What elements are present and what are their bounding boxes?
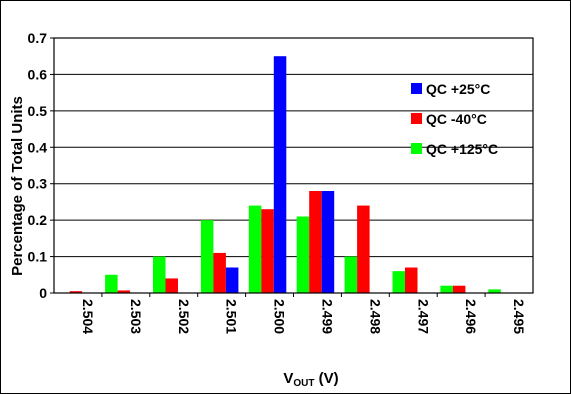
y-axis-title: Percentage of Total Units [9,96,26,276]
legend: QC +25°C QC -40°C QC +125°C [411,81,498,157]
x-tick-label: 2.501 [224,299,240,334]
x-axis-title: VOUT (V) [283,370,338,389]
bar [225,267,239,293]
bar [261,209,274,293]
bars [69,56,501,293]
bar [296,216,310,293]
x-tick-label: 2.497 [415,299,431,334]
y-tick-label: 0.5 [28,103,48,119]
bar [357,205,370,293]
bar [309,191,322,293]
bar [200,220,214,293]
y-axis-ticks: 0 0.1 0.2 0.3 0.4 0.5 0.6 0.7 [28,30,54,301]
bar [165,278,178,293]
bar [153,256,166,293]
gridlines [54,73,533,258]
bar [105,274,118,293]
bar [117,290,131,293]
legend-label: QC -40°C [426,111,487,127]
y-tick-label: 0.2 [28,212,48,228]
y-tick-label: 0.3 [28,176,48,192]
y-tick-label: 0.7 [28,30,48,46]
bar [69,291,83,293]
bar [321,191,335,293]
bar [344,256,358,293]
legend-swatch [411,83,422,94]
x-tick-label: 2.498 [367,299,383,334]
x-tick-label: 2.504 [80,299,96,334]
x-axis-title-subscript: OUT [293,378,314,389]
bar [213,252,226,293]
bar [488,289,501,293]
bar [440,285,453,293]
x-axis-ticks: 2.504 2.503 2.502 2.501 2.500 2.499 2.498 2.497… [80,293,527,334]
x-tick-label: 2.495 [511,299,527,334]
plot-area-border [53,37,534,294]
y-tick-label: 0.4 [28,139,48,155]
x-tick-label: 2.500 [272,299,288,334]
x-axis-title-suffix: (V) [314,370,338,387]
legend-swatch [411,113,422,124]
bar [405,267,418,293]
x-axis-title-main: V [283,370,293,387]
legend-label: QC +125°C [426,141,498,157]
bar [248,205,262,293]
y-tick-label: 0.1 [28,249,48,265]
bar [273,56,287,293]
x-tick-label: 2.502 [176,299,192,334]
x-tick-label: 2.496 [463,299,479,334]
x-tick-label: 2.499 [319,299,335,334]
bar [392,271,405,293]
bar [452,285,466,293]
x-tick-label: 2.503 [128,299,144,334]
y-tick-label: 0 [39,285,47,301]
y-tick-label: 0.6 [28,66,48,82]
legend-label: QC +25°C [426,81,490,97]
legend-swatch [411,143,422,154]
